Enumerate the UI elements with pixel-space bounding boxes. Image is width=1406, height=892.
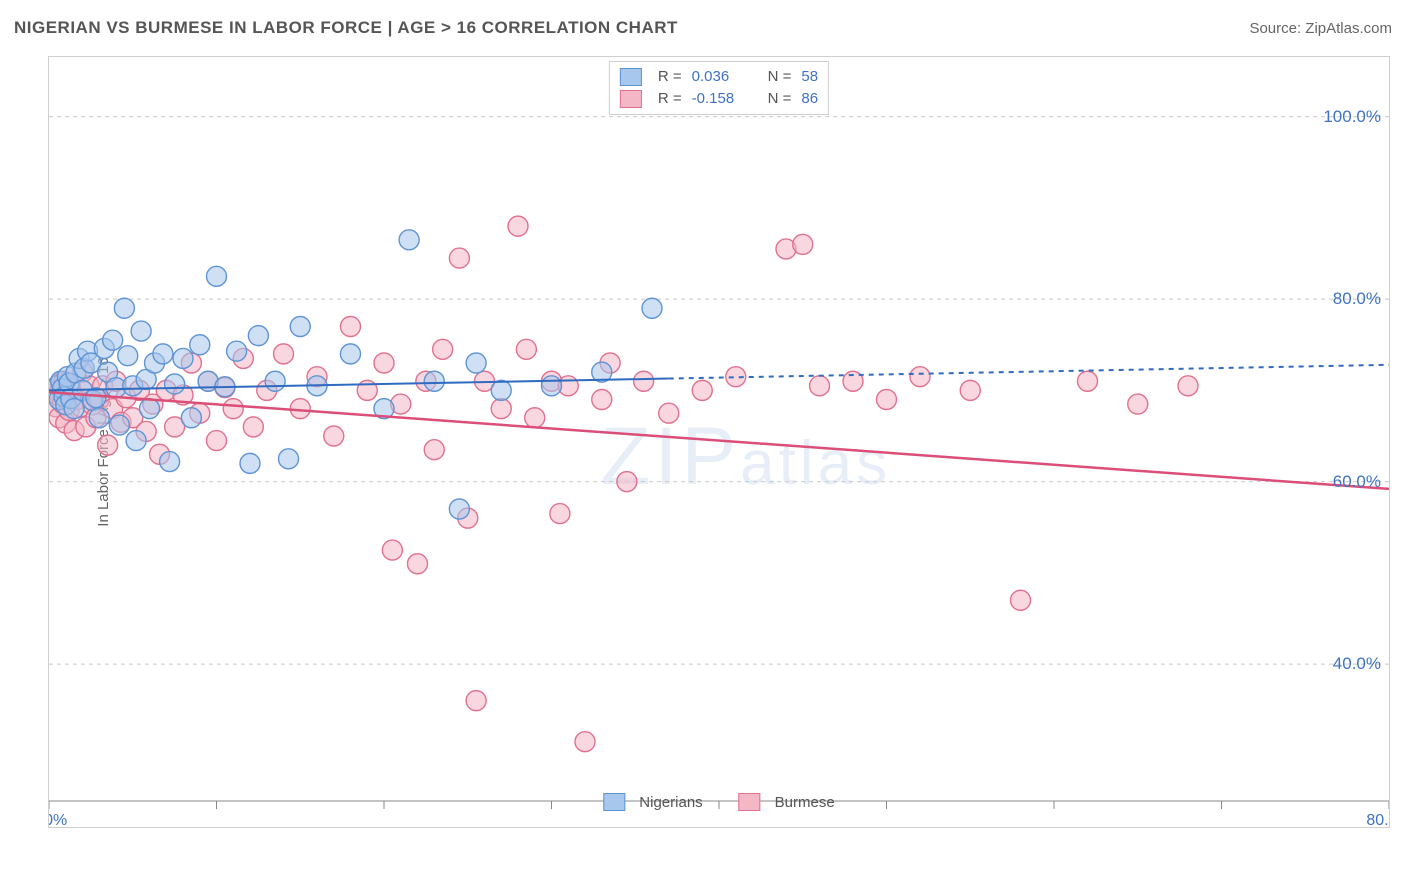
scatter-point [617,472,637,492]
legend-series-label: Nigerians [639,794,702,811]
scatter-point [491,399,511,419]
y-tick-label: 60.0% [1333,472,1381,492]
scatter-point [634,371,654,391]
scatter-point [290,317,310,337]
scatter-point [642,298,662,318]
regression-line-extrapolated [669,365,1389,379]
y-tick-label: 80.0% [1333,289,1381,309]
scatter-point [279,449,299,469]
legend-item: Nigerians [603,793,702,811]
scatter-point [575,732,595,752]
scatter-point [243,417,263,437]
x-tick-label: 0.0% [49,812,67,827]
scatter-point [265,371,285,391]
scatter-point [408,554,428,574]
scatter-point [207,266,227,286]
y-tick-label: 40.0% [1333,654,1381,674]
legend-n-label: N = [768,66,792,88]
legend-swatch-icon [739,793,761,811]
legend-n-value: 86 [801,88,818,110]
scatter-point [592,390,612,410]
scatter-point [89,408,109,428]
scatter-point [910,367,930,387]
legend-r-label: R = [658,66,682,88]
scatter-point [109,415,129,435]
scatter-point [248,326,268,346]
scatter-point [433,339,453,359]
scatter-point [960,380,980,400]
chart-header: NIGERIAN VS BURMESE IN LABOR FORCE | AGE… [14,18,1392,48]
scatter-point [341,344,361,364]
scatter-point [1178,376,1198,396]
scatter-point [131,321,151,341]
scatter-point [207,431,227,451]
scatter-point [659,403,679,423]
scatter-point [1078,371,1098,391]
chart-title: NIGERIAN VS BURMESE IN LABOR FORCE | AGE… [14,18,678,38]
legend-row: R = 0.036 N = 58 [620,66,818,88]
scatter-point [382,540,402,560]
scatter-point [165,374,185,394]
legend-r-value: 0.036 [692,66,746,88]
scatter-point [103,330,123,350]
legend-series: Nigerians Burmese [603,793,834,811]
scatter-point [114,298,134,318]
x-tick-label: 80.0% [1366,812,1389,827]
scatter-point [692,380,712,400]
scatter-point [466,353,486,373]
scatter-point [550,504,570,524]
legend-swatch-icon [620,68,642,86]
scatter-point [810,376,830,396]
scatter-point [227,341,247,361]
y-tick-label: 100.0% [1323,107,1381,127]
scatter-point [466,691,486,711]
legend-item: Burmese [739,793,835,811]
scatter-point [126,431,146,451]
scatter-point [118,346,138,366]
scatter-point [181,408,201,428]
scatter-point [160,452,180,472]
scatter-point [449,248,469,268]
scatter-point [274,344,294,364]
scatter-point [1011,590,1031,610]
scatter-point [449,499,469,519]
legend-correlation-box: R = 0.036 N = 58 R = -0.158 N = 86 [609,61,829,115]
scatter-point [341,317,361,337]
scatter-point [516,339,536,359]
scatter-point [793,234,813,254]
scatter-point [140,399,160,419]
scatter-point [525,408,545,428]
scatter-point [542,376,562,396]
scatter-point [223,399,243,419]
scatter-point [399,230,419,250]
scatter-point [64,399,84,419]
scatter-point [98,435,118,455]
chart-source: Source: ZipAtlas.com [1249,20,1392,37]
scatter-point [1128,394,1148,414]
scatter-point [877,390,897,410]
scatter-point [374,353,394,373]
legend-swatch-icon [620,90,642,108]
legend-r-value: -0.158 [692,88,746,110]
scatter-point [173,348,193,368]
scatter-point [240,453,260,473]
scatter-point [424,371,444,391]
chart-svg: 0.0% 80.0% [49,57,1389,827]
scatter-point [324,426,344,446]
legend-series-label: Burmese [775,794,835,811]
regression-line [49,392,1389,489]
scatter-point [424,440,444,460]
plot-frame: In Labor Force | Age > 16 ZIPatlas 0.0%8… [48,56,1390,828]
scatter-point [153,344,173,364]
legend-swatch-icon [603,793,625,811]
scatter-point [86,388,106,408]
legend-row: R = -0.158 N = 86 [620,88,818,110]
legend-n-value: 58 [801,66,818,88]
scatter-point [190,335,210,355]
scatter-point [508,216,528,236]
legend-n-label: N = [768,88,792,110]
scatter-point [491,380,511,400]
legend-r-label: R = [658,88,682,110]
